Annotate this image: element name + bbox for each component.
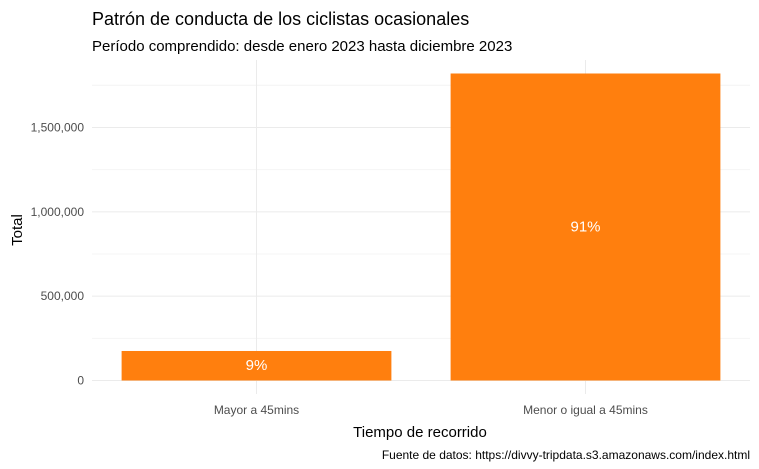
bar-labels: 9% 91% [246, 219, 601, 375]
chart-caption: Fuente de datos: https://divvy-tripdata.… [382, 448, 750, 462]
y-tick-label: 1,000,000 [31, 205, 85, 219]
chart-subtitle: Período comprendido: desde enero 2023 ha… [92, 38, 512, 55]
x-tick-labels: Mayor a 45mins Menor o igual a 45mins [214, 403, 648, 417]
x-tick-label: Menor o igual a 45mins [523, 403, 648, 417]
chart-title: Patrón de conducta de los ciclistas ocas… [92, 9, 469, 29]
y-axis-title: Total [9, 214, 26, 246]
y-tick-labels: 0 500,000 1,000,000 1,500,000 [31, 120, 85, 387]
y-tick-label: 500,000 [41, 289, 85, 303]
bar-data-label: 91% [570, 219, 600, 236]
x-tick-label: Mayor a 45mins [214, 403, 299, 417]
y-tick-label: 1,500,000 [31, 120, 85, 134]
y-tick-label: 0 [77, 374, 84, 388]
bars [121, 73, 721, 381]
bar [450, 73, 721, 381]
bar-data-label: 9% [246, 357, 268, 374]
bar [121, 350, 392, 381]
x-axis-title: Tiempo de recorrido [353, 424, 487, 441]
